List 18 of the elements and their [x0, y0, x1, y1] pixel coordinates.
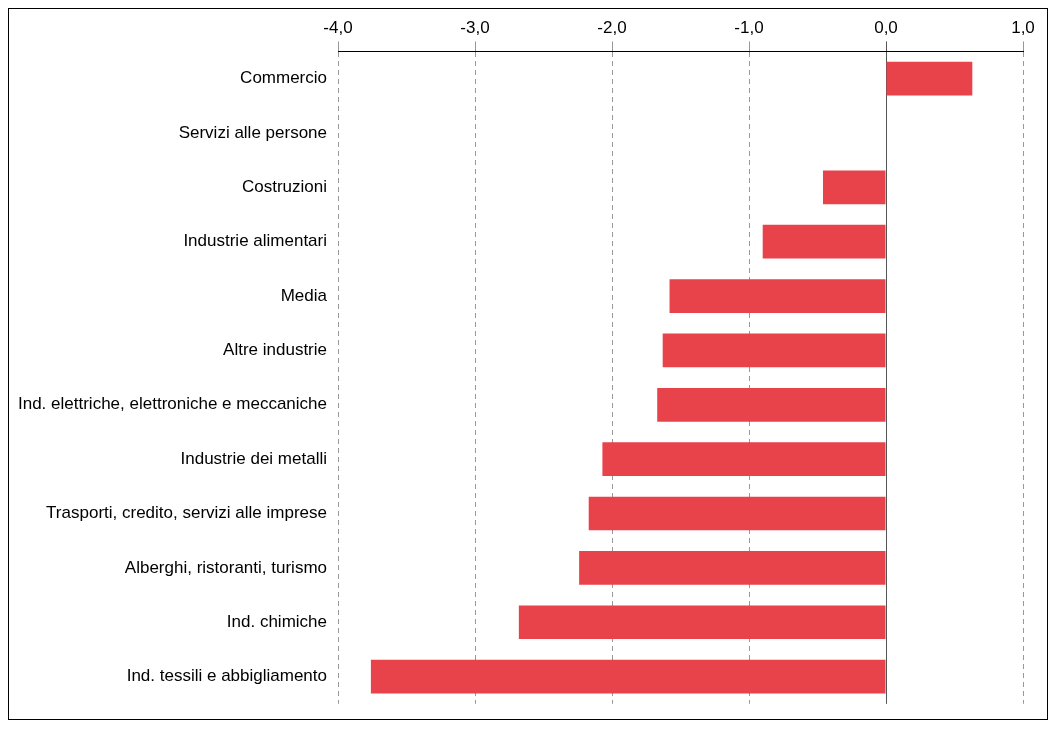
y-tick-label: Media	[280, 285, 328, 305]
x-tick-label: 1,0	[1011, 17, 1035, 37]
x-tick-label: 0,0	[874, 17, 898, 37]
y-tick-label: Servizi alle persone	[178, 122, 327, 142]
y-tick-label: Industrie alimentari	[183, 231, 327, 251]
y-tick-label: Ind. elettriche, elettroniche e meccaniche	[17, 394, 327, 414]
x-tick-label: -2,0	[597, 17, 627, 37]
x-tick-label: -1,0	[734, 17, 764, 37]
y-tick-label: Costruzioni	[241, 177, 327, 196]
x-tick-label: -3,0	[460, 17, 490, 37]
y-tick-label: Ind. tessili e abbigliamento	[126, 666, 327, 686]
x-tick-label: -4,0	[323, 17, 353, 37]
y-tick-label: Trasporti, credito, servizi alle imprese	[46, 503, 327, 523]
y-tick-label: Commercio	[240, 68, 327, 88]
y-tick-label: Altre industrie	[223, 340, 327, 360]
y-tick-label: Ind. chimiche	[226, 611, 327, 631]
y-tick-label: Industrie dei metalli	[180, 448, 327, 468]
y-tick-label: Alberghi, ristoranti, turismo	[124, 557, 327, 577]
